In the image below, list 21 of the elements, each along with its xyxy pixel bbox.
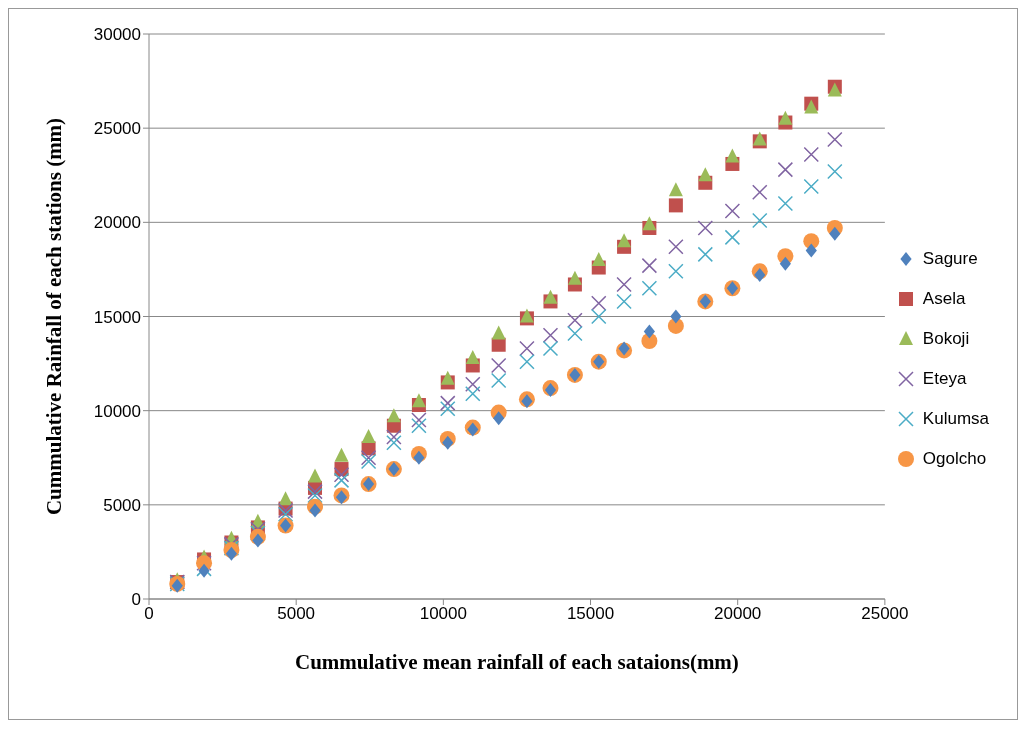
legend-label: Ogolcho (922, 449, 987, 469)
legend-label: Sagure (922, 249, 978, 269)
x-axis-title: Cummulative mean rainfall of each sataions(mm) (294, 650, 739, 674)
y-tick-label: 30000 (93, 25, 141, 45)
y-tick-label: 5000 (103, 495, 141, 515)
y-tick-label: 10000 (93, 401, 141, 421)
y-axis-title: Cummulative Rainfall of each stations (mm) (42, 117, 67, 516)
y-tick-label: 0 (131, 590, 141, 610)
x-tick-label: 5000 (277, 604, 316, 624)
legend-label: Bokoji (922, 329, 970, 349)
y-tick-label: 25000 (93, 119, 141, 139)
x-tick-label: 10000 (419, 604, 467, 624)
x-tick-label: 20000 (714, 604, 762, 624)
legend-label: Asela (922, 289, 966, 309)
x-tick-label: 25000 (861, 604, 909, 624)
legend-label: Kulumsa (922, 409, 989, 429)
x-tick-label: 0 (144, 604, 154, 624)
x-tick-label: 15000 (566, 604, 615, 624)
y-tick-label: 15000 (93, 307, 141, 327)
legend-label: Eteya (922, 369, 967, 389)
y-tick-label: 20000 (93, 213, 141, 233)
